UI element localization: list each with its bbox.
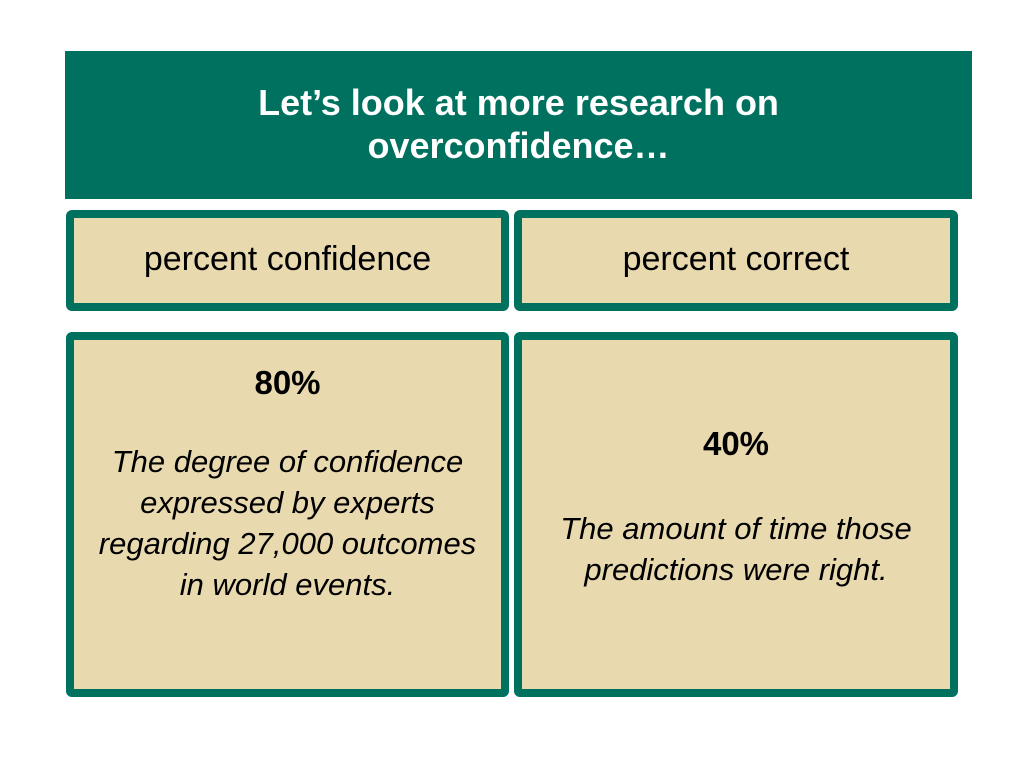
title-banner: Let’s look at more research on overconfi…	[65, 51, 972, 199]
confidence-content-box: 80% The degree of confidence expressed b…	[66, 332, 509, 697]
slide-title: Let’s look at more research on overconfi…	[258, 82, 779, 166]
correct-description: The amount of time those predictions wer…	[560, 510, 912, 587]
confidence-percent: 80%	[254, 363, 321, 401]
correct-content-box: 40% The amount of time those predictions…	[514, 332, 958, 697]
header-label-right: percent correct	[622, 240, 850, 278]
correct-percent: 40%	[702, 424, 770, 462]
header-percent-confidence: percent confidence	[66, 210, 509, 311]
header-label-left: percent confidence	[143, 240, 432, 278]
header-percent-correct: percent correct	[514, 210, 958, 311]
confidence-description: The degree of confidence expressed by ex…	[98, 443, 477, 602]
